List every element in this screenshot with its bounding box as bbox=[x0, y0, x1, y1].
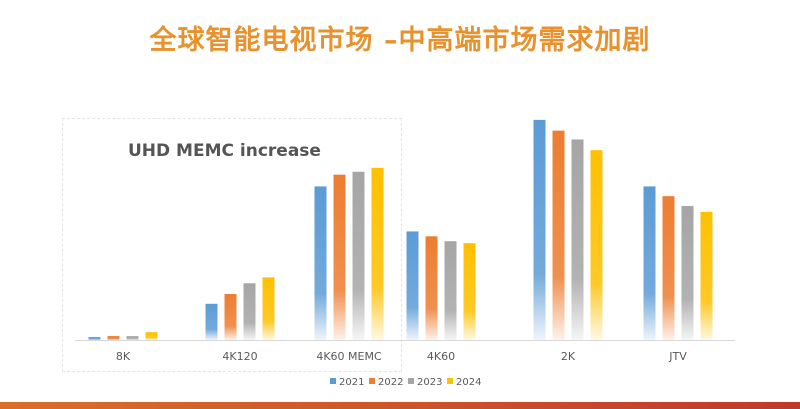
chart-subtitle: UHD MEMC increase bbox=[128, 141, 321, 161]
legend-swatch-2021 bbox=[330, 378, 336, 384]
bar-4K120-2024 bbox=[262, 277, 275, 340]
x-tick-label: 2K bbox=[561, 350, 576, 363]
legend-swatch-2022 bbox=[369, 378, 375, 384]
bar-4K120-2023 bbox=[243, 283, 256, 340]
legend-label-2023: 2023 bbox=[417, 377, 442, 388]
bar-2K-2022 bbox=[552, 130, 565, 340]
bar-4K120-2022 bbox=[224, 294, 237, 340]
legend-label-2021: 2021 bbox=[339, 377, 364, 388]
bar-8K-2022 bbox=[107, 336, 120, 340]
bar-4K60 MEMC-2023 bbox=[352, 171, 365, 340]
bar-4K60 MEMC-2021 bbox=[314, 186, 327, 340]
legend-label-2024: 2024 bbox=[456, 377, 481, 388]
bar-4K60 MEMC-2024 bbox=[371, 167, 384, 340]
bottom-accent-bar bbox=[0, 402, 800, 409]
bar-4K120-2021 bbox=[205, 303, 218, 340]
bar-2K-2023 bbox=[571, 139, 584, 340]
bar-2K-2021 bbox=[533, 119, 546, 341]
bar-4K60 MEMC-2022 bbox=[333, 174, 346, 340]
x-tick-label: 8K bbox=[116, 350, 131, 363]
bar-8K-2023 bbox=[126, 336, 139, 340]
legend-label-2022: 2022 bbox=[378, 377, 403, 388]
x-tick-label: 4K60 bbox=[427, 350, 455, 363]
legend-swatch-2024 bbox=[447, 378, 453, 384]
bar-JTV-2024 bbox=[700, 211, 713, 340]
bar-JTV-2021 bbox=[643, 186, 656, 340]
x-tick-label: 4K60 MEMC bbox=[316, 350, 382, 363]
bar-4K60-2024 bbox=[463, 243, 476, 340]
x-tick-label: JTV bbox=[668, 350, 687, 363]
legend-swatch-2023 bbox=[408, 378, 414, 384]
bar-JTV-2023 bbox=[681, 205, 694, 340]
bar-JTV-2022 bbox=[662, 196, 675, 340]
bar-4K60-2021 bbox=[406, 231, 419, 340]
bar-8K-2021 bbox=[88, 337, 101, 340]
bar-8K-2024 bbox=[145, 332, 158, 340]
bar-2K-2024 bbox=[590, 150, 603, 340]
x-tick-label: 4K120 bbox=[222, 350, 257, 363]
bar-4K60-2022 bbox=[425, 236, 438, 340]
highlight-frame bbox=[62, 118, 402, 372]
chart-title: 全球智能电视市场 –中高端市场需求加剧 bbox=[149, 25, 651, 56]
bar-4K60-2023 bbox=[444, 241, 457, 340]
